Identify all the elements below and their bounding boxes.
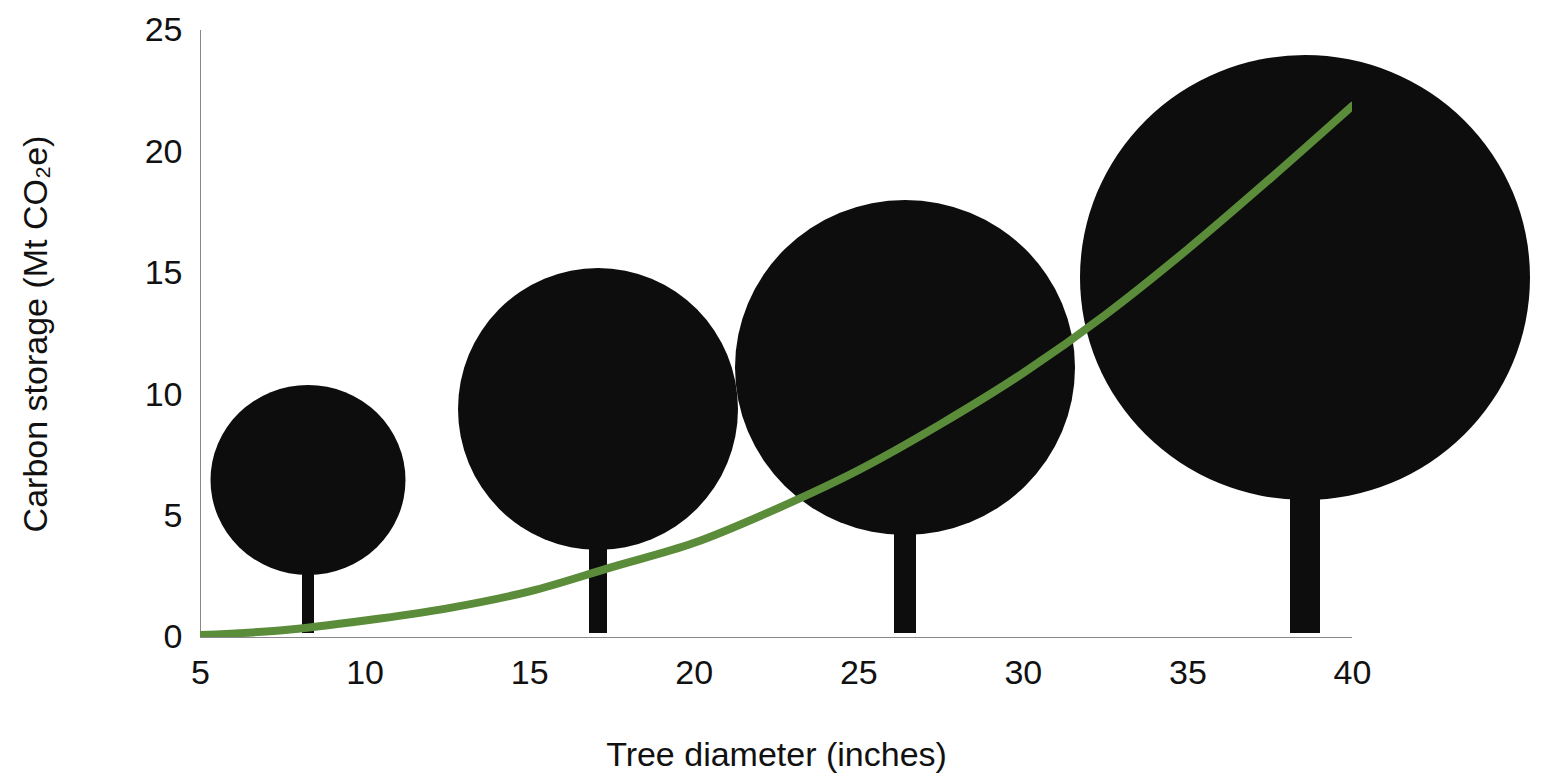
svg-text:25: 25 — [840, 653, 878, 691]
svg-text:Carbon storage (Mt CO₂e): Carbon storage (Mt CO₂e) — [16, 136, 54, 533]
svg-text:35: 35 — [1169, 653, 1207, 691]
svg-text:5: 5 — [191, 653, 210, 691]
svg-text:25: 25 — [145, 10, 183, 48]
svg-text:40: 40 — [1334, 653, 1372, 691]
svg-text:0: 0 — [164, 617, 183, 655]
svg-text:30: 30 — [1004, 653, 1042, 691]
svg-text:Tree diameter (inches): Tree diameter (inches) — [606, 735, 947, 773]
svg-text:10: 10 — [346, 653, 384, 691]
svg-text:15: 15 — [511, 653, 549, 691]
svg-text:20: 20 — [145, 132, 183, 170]
svg-text:15: 15 — [145, 253, 183, 291]
svg-text:10: 10 — [145, 375, 183, 413]
svg-text:5: 5 — [164, 496, 183, 534]
svg-text:20: 20 — [675, 653, 713, 691]
